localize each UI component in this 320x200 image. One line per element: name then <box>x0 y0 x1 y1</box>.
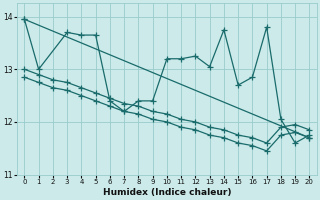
X-axis label: Humidex (Indice chaleur): Humidex (Indice chaleur) <box>103 188 231 197</box>
